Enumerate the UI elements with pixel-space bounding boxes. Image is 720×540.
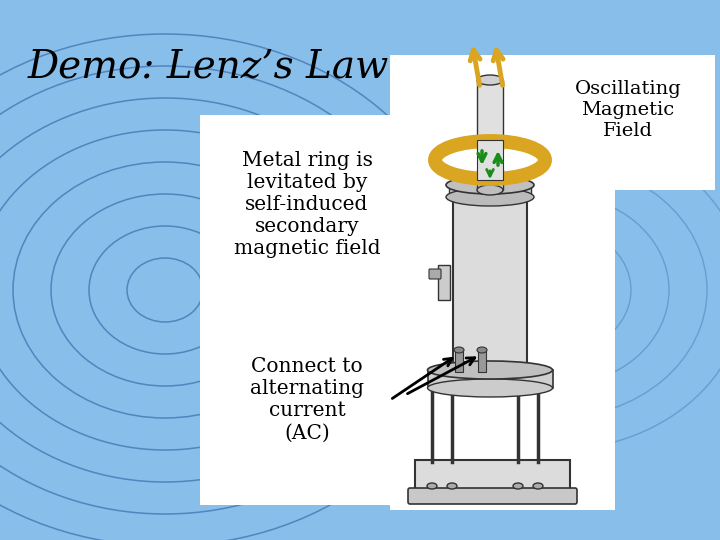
- Ellipse shape: [447, 483, 457, 489]
- Ellipse shape: [446, 176, 534, 194]
- Ellipse shape: [453, 362, 527, 378]
- FancyBboxPatch shape: [455, 350, 463, 372]
- Ellipse shape: [446, 188, 534, 206]
- FancyBboxPatch shape: [477, 140, 503, 180]
- FancyBboxPatch shape: [408, 488, 577, 504]
- Ellipse shape: [477, 347, 487, 353]
- Ellipse shape: [477, 75, 503, 85]
- Ellipse shape: [453, 177, 527, 193]
- Ellipse shape: [477, 185, 503, 195]
- Ellipse shape: [428, 379, 552, 397]
- Ellipse shape: [427, 483, 437, 489]
- Text: Demo: Lenz’s Law: Demo: Lenz’s Law: [28, 48, 390, 85]
- FancyBboxPatch shape: [428, 370, 553, 388]
- Ellipse shape: [513, 483, 523, 489]
- FancyBboxPatch shape: [540, 55, 715, 190]
- Ellipse shape: [428, 361, 552, 379]
- FancyBboxPatch shape: [449, 185, 531, 197]
- Ellipse shape: [533, 483, 543, 489]
- Ellipse shape: [454, 347, 464, 353]
- Text: Connect to
alternating
current
(AC): Connect to alternating current (AC): [250, 357, 364, 442]
- Text: Metal ring is
levitated by
self-induced
secondary
magnetic field: Metal ring is levitated by self-induced …: [234, 152, 380, 259]
- FancyBboxPatch shape: [200, 115, 415, 310]
- FancyBboxPatch shape: [438, 265, 450, 300]
- FancyBboxPatch shape: [200, 310, 415, 505]
- Ellipse shape: [454, 149, 526, 171]
- FancyBboxPatch shape: [478, 350, 486, 372]
- Text: Oscillating
Magnetic
Field: Oscillating Magnetic Field: [575, 80, 681, 140]
- FancyBboxPatch shape: [415, 460, 570, 500]
- FancyBboxPatch shape: [429, 269, 441, 279]
- FancyBboxPatch shape: [390, 55, 615, 510]
- FancyBboxPatch shape: [453, 185, 527, 370]
- FancyBboxPatch shape: [477, 80, 503, 190]
